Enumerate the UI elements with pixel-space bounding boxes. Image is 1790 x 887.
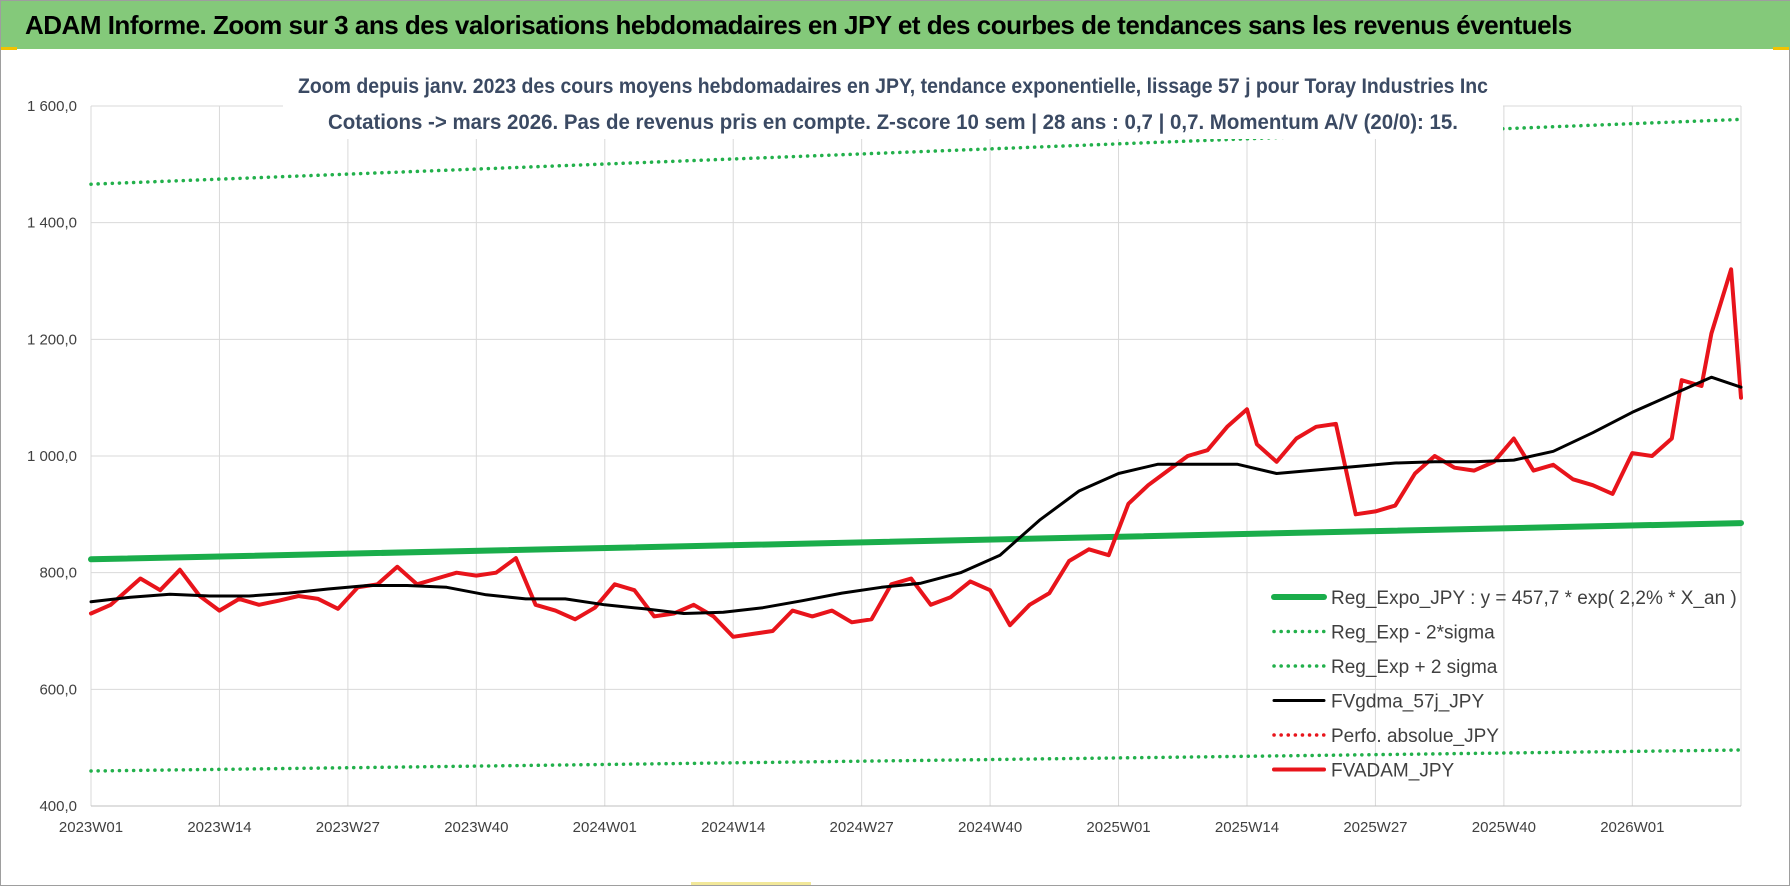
banner-accent-left	[1, 47, 17, 50]
legend-label-5: FVADAM_JPY	[1331, 761, 1455, 782]
series-line-5	[89, 267, 1743, 639]
report-title: ADAM Informe. Zoom sur 3 ans des valoris…	[25, 10, 1572, 40]
legend-label-2: Reg_Exp + 2 sigma	[1331, 657, 1498, 678]
x-tick-label: 2025W14	[1215, 819, 1279, 836]
legend-label-4: Perfo. absolue_JPY	[1331, 726, 1499, 747]
chart-title-line-1: Zoom depuis janv. 2023 des cours moyens …	[298, 75, 1488, 98]
x-tick-label: 2024W40	[958, 819, 1022, 836]
series-line-1	[89, 748, 1743, 773]
x-tick-label: 2023W14	[187, 819, 251, 836]
chart-title-background	[283, 65, 1503, 139]
bottom-accent	[691, 882, 811, 885]
x-tick-label: 2024W14	[701, 819, 765, 836]
x-tick-label: 2025W27	[1343, 819, 1407, 836]
y-tick-label: 600,0	[39, 681, 77, 698]
y-axis-ticks: 400,0 600,0 800,0 1 000,0 1 200,0 1 400,0 1 60…	[27, 98, 77, 815]
legend-label-3: FVgdma_57j_JPY	[1331, 692, 1484, 713]
x-tick-label: 2023W01	[59, 819, 123, 836]
series-line-0	[88, 520, 1744, 563]
legend-label-1: Reg_Exp - 2*sigma	[1331, 623, 1495, 644]
x-tick-label: 2025W01	[1086, 819, 1150, 836]
x-tick-label: 2026W01	[1600, 819, 1664, 836]
y-tick-label: 1 200,0	[27, 331, 77, 348]
legend-label-0: Reg_Expo_JPY : y = 457,7 * exp( 2,2% * X…	[1331, 588, 1737, 609]
report-banner: ADAM Informe. Zoom sur 3 ans des valoris…	[1, 1, 1790, 49]
chart-title-line-2: Cotations -> mars 2026. Pas de revenus p…	[328, 111, 1458, 134]
x-tick-label: 2023W27	[316, 819, 380, 836]
x-tick-label: 2025W40	[1472, 819, 1536, 836]
y-tick-label: 400,0	[39, 798, 77, 815]
y-tick-label: 800,0	[39, 565, 77, 582]
series-line-3	[89, 375, 1743, 615]
banner-accent-right	[1773, 47, 1789, 50]
x-axis-ticks: 2023W01 2023W14 2023W27 2023W40 2024W01 2024W…	[59, 819, 1665, 836]
y-tick-label: 1 000,0	[27, 448, 77, 465]
x-tick-label: 2023W40	[444, 819, 508, 836]
y-tick-label: 1 600,0	[27, 98, 77, 115]
y-tick-label: 1 400,0	[27, 215, 77, 232]
x-tick-label: 2024W01	[573, 819, 637, 836]
x-tick-label: 2024W27	[830, 819, 894, 836]
chart-grid	[90, 105, 1742, 807]
chart-legend: Reg_Expo_JPY : y = 457,7 * exp( 2,2% * X…	[1271, 588, 1737, 782]
